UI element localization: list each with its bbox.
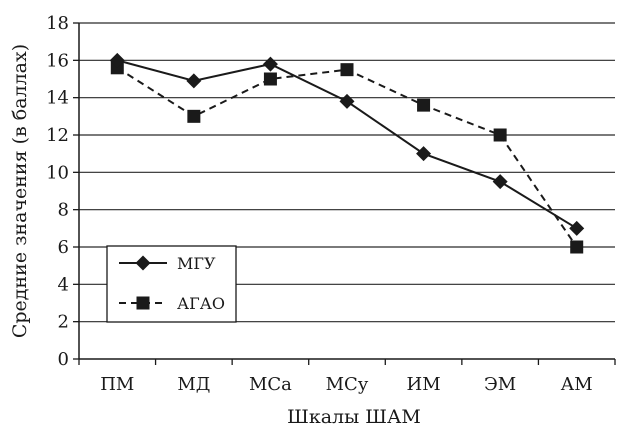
- point-diamond: [416, 146, 432, 162]
- y-tick-label: 0: [58, 349, 69, 370]
- series-solid: [109, 52, 585, 236]
- y-tick-label: 18: [46, 13, 69, 34]
- point-square: [570, 240, 584, 254]
- series-dashed: [110, 61, 584, 254]
- y-tick-label: 4: [58, 274, 69, 295]
- x-tick-label: МД: [177, 374, 210, 395]
- point-diamond: [262, 56, 278, 72]
- axes: [73, 22, 616, 365]
- y-tick-label: 8: [58, 200, 69, 221]
- y-tick-label: 2: [58, 312, 69, 333]
- x-tick-label: МСу: [326, 374, 369, 395]
- point-square: [187, 109, 201, 123]
- point-square: [493, 128, 507, 142]
- point-square: [417, 98, 431, 112]
- x-tick-label: АМ: [561, 374, 593, 395]
- x-tick-labels: ПМ МД МСа МСу ИМ ЭМ АМ: [100, 374, 593, 395]
- point-square: [263, 72, 277, 86]
- y-tick-label: 16: [46, 50, 69, 71]
- point-diamond: [569, 220, 585, 236]
- y-tick-label: 10: [46, 162, 69, 183]
- legend-box: [106, 245, 237, 323]
- point-diamond: [339, 93, 355, 109]
- y-tick-label: 6: [58, 237, 69, 258]
- x-tick-label: МСа: [249, 374, 292, 395]
- legend-label: МГУ: [177, 254, 216, 273]
- point-diamond: [135, 255, 151, 271]
- point-square: [340, 63, 354, 77]
- point-diamond: [492, 174, 508, 190]
- data-series: [109, 52, 585, 254]
- point-square: [136, 296, 150, 310]
- point-diamond: [109, 52, 125, 68]
- legend: МГУ АГАО: [106, 245, 237, 323]
- x-tick-label: ПМ: [100, 374, 134, 395]
- x-axis-title: Шкалы ШАМ: [287, 406, 421, 428]
- x-tick-label: ИМ: [407, 374, 441, 395]
- y-tick-label: 12: [46, 125, 69, 146]
- y-tick-labels: 0 2 4 6 8 10 12 14 16 18: [46, 13, 69, 370]
- series-line: [117, 59, 578, 230]
- y-axis-title: Средние значения (в баллах): [9, 44, 31, 338]
- x-tick-label: ЭМ: [484, 374, 516, 395]
- legend-label: АГАО: [177, 294, 225, 313]
- point-diamond: [186, 73, 202, 89]
- y-tick-label: 14: [46, 88, 69, 109]
